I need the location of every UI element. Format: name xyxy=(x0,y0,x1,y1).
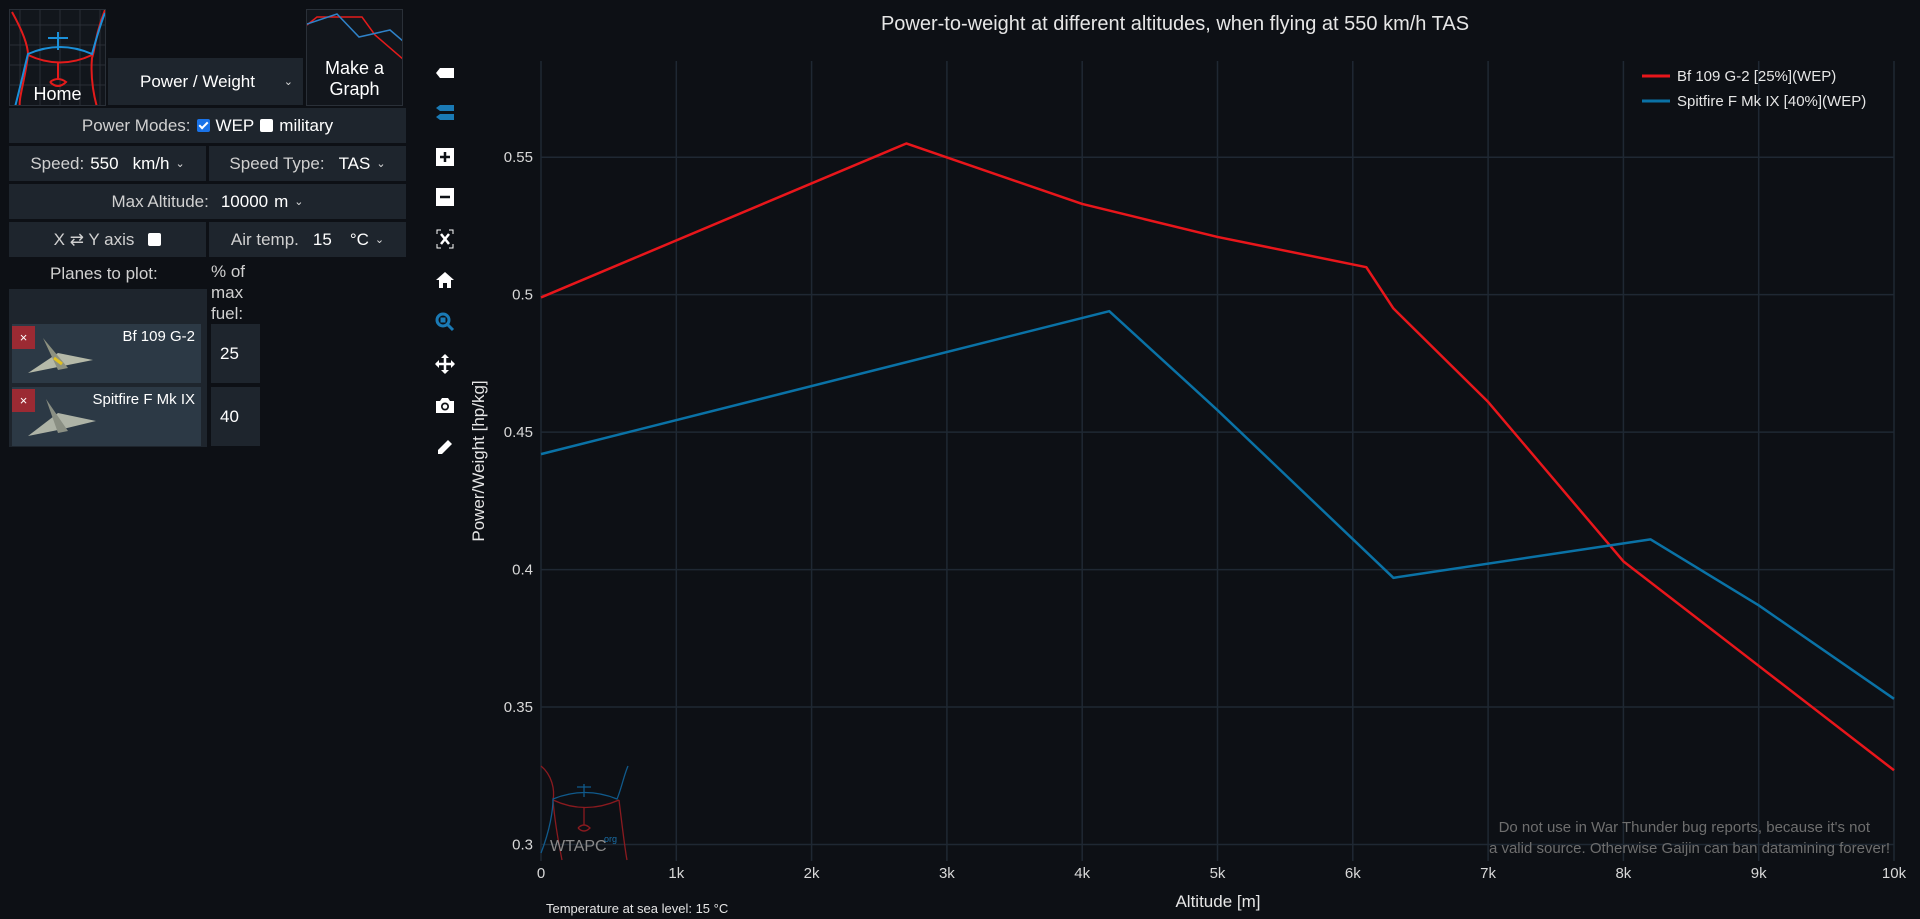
plane-name: Spitfire F Mk IX xyxy=(92,391,195,408)
y-tick-label: 0.5 xyxy=(512,287,533,304)
max-altitude-input[interactable]: 10000 xyxy=(220,191,269,211)
air-temp-row: Air temp. 15 °C ⌄ xyxy=(209,222,406,257)
military-label: military xyxy=(279,115,334,135)
power-modes-label: Power Modes: xyxy=(81,115,191,135)
watermark-text: WTAPC xyxy=(550,838,607,855)
pencil-icon[interactable] xyxy=(434,436,456,458)
max-altitude-unit-select[interactable]: m xyxy=(274,191,289,211)
x-tick-label: 10k xyxy=(1882,865,1907,882)
max-altitude-row: Max Altitude: 10000 m ⌄ xyxy=(9,184,406,219)
autoscale-icon[interactable] xyxy=(434,228,456,250)
plane-name: Bf 109 G-2 xyxy=(122,328,195,345)
power-modes-row: Power Modes: WEP military xyxy=(9,108,406,143)
x-tick-label: 5k xyxy=(1210,865,1226,882)
plane-item[interactable]: × Bf 109 G-2 xyxy=(12,324,201,383)
y-tick-label: 0.3 xyxy=(512,837,533,854)
speed-type-value: TAS xyxy=(338,153,371,173)
graph-preview-icon xyxy=(307,13,402,60)
chevron-down-icon: ⌄ xyxy=(374,234,385,246)
x-tick-label: 9k xyxy=(1751,865,1767,882)
plane-item[interactable]: × Spitfire F Mk IX xyxy=(12,387,201,446)
legend-label: Spitfire F Mk IX [40%](WEP) xyxy=(1677,93,1866,110)
air-temp-label: Air temp. xyxy=(230,229,299,249)
speed-unit-select[interactable]: km/h xyxy=(132,153,170,173)
y-tick-label: 0.45 xyxy=(504,424,533,441)
graph-type-value: Power / Weight xyxy=(140,71,255,91)
x-tick-label: 7k xyxy=(1480,865,1496,882)
home-logo-icon xyxy=(10,10,105,105)
air-temp-unit-select[interactable]: °C xyxy=(349,229,369,249)
temperature-note: Temperature at sea level: 15 °C xyxy=(546,901,728,916)
swap-axis-checkbox[interactable] xyxy=(148,233,162,246)
x-axis-label: Altitude [m] xyxy=(1175,892,1260,911)
x-tick-label: 2k xyxy=(804,865,820,882)
home-button[interactable]: Home xyxy=(9,9,106,106)
camera-icon[interactable] xyxy=(434,394,456,416)
plane-thumbnail xyxy=(28,399,96,436)
legend-label: Bf 109 G-2 [25%](WEP) xyxy=(1677,68,1836,85)
chevron-down-icon: ⌄ xyxy=(376,158,386,170)
wep-label: WEP xyxy=(215,115,255,135)
air-temp-input[interactable]: 15 xyxy=(312,229,332,249)
home-label: Home xyxy=(33,84,82,104)
planes-header: Planes to plot: xyxy=(50,264,158,283)
tag-icon[interactable] xyxy=(434,62,456,84)
zoom-out-icon[interactable] xyxy=(434,186,456,208)
fuel-header: % of max fuel: xyxy=(211,262,246,323)
disclaimer-line-1: Do not use in War Thunder bug reports, b… xyxy=(1499,819,1871,836)
chevron-down-icon: ⌄ xyxy=(175,158,185,170)
remove-plane-button[interactable]: × xyxy=(12,326,35,349)
swap-axis-row: X ⇄ Y axis xyxy=(9,222,206,257)
make-graph-label: Make a Graph xyxy=(324,58,385,99)
y-tick-label: 0.35 xyxy=(504,699,533,716)
series-line xyxy=(540,142,1895,772)
speed-value[interactable]: 550 xyxy=(90,153,119,173)
speed-label: Speed: xyxy=(30,153,85,173)
wep-checkbox[interactable] xyxy=(196,119,210,132)
pan-icon[interactable] xyxy=(434,353,456,375)
watermark-sup: org xyxy=(604,834,617,844)
plane-thumbnail xyxy=(28,338,93,373)
disclaimer-line-2: a valid source. Otherwise Gaijin can ban… xyxy=(1489,840,1890,857)
chart-title: Power-to-weight at different altitudes, … xyxy=(881,13,1469,35)
max-altitude-label: Max Altitude: xyxy=(111,191,209,211)
y-tick-label: 0.4 xyxy=(512,562,533,579)
tags-icon[interactable] xyxy=(434,102,456,124)
y-axis-label: Power/Weight [hp/kg] xyxy=(469,380,488,541)
y-tick-label: 0.55 xyxy=(504,149,533,166)
x-tick-label: 1k xyxy=(668,865,684,882)
series-line xyxy=(540,309,1895,700)
swap-axis-label: X ⇄ Y axis xyxy=(53,229,135,249)
watermark-logo xyxy=(540,765,629,861)
x-tick-label: 8k xyxy=(1615,865,1631,882)
x-tick-label: 3k xyxy=(939,865,955,882)
speed-type-label: Speed Type: xyxy=(229,153,325,173)
speed-field[interactable]: Speed: 550 km/h ⌄ xyxy=(9,146,206,181)
zoom-in-icon[interactable] xyxy=(434,146,456,168)
x-tick-label: 4k xyxy=(1074,865,1090,882)
fuel-input[interactable]: 40 xyxy=(211,387,260,446)
chevron-down-icon: ⌄ xyxy=(283,76,293,88)
x-tick-label: 0 xyxy=(537,865,545,882)
graph-type-dropdown[interactable]: Power / Weight ⌄ xyxy=(108,58,303,105)
zoom-icon[interactable] xyxy=(434,311,456,333)
fuel-input[interactable]: 25 xyxy=(211,324,260,383)
remove-plane-button[interactable]: × xyxy=(12,389,35,412)
speed-type-select[interactable]: Speed Type: TAS ⌄ xyxy=(209,146,406,181)
x-tick-label: 6k xyxy=(1345,865,1361,882)
military-checkbox[interactable] xyxy=(260,119,274,132)
chevron-down-icon: ⌄ xyxy=(294,196,304,208)
make-graph-button[interactable]: Make a Graph xyxy=(306,9,403,106)
home-icon[interactable] xyxy=(434,269,456,291)
